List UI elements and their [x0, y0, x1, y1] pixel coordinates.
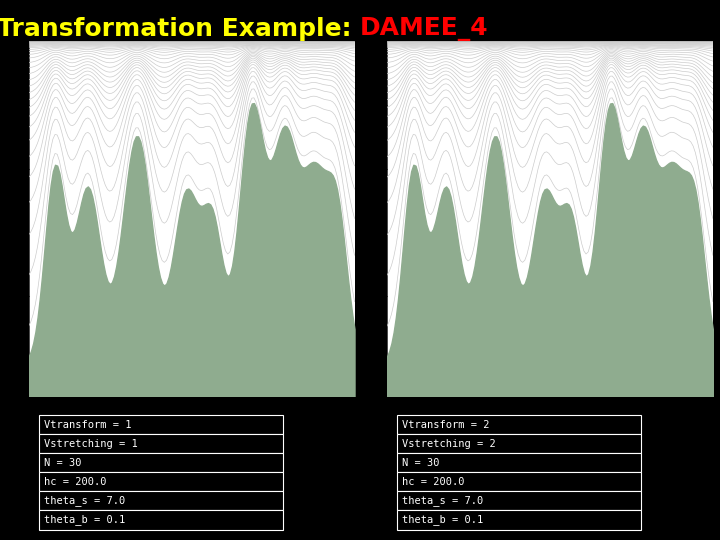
Title: Zeta (N-point) Cs-for ol = 1: 30: Zeta (N-point) Cs-for ol = 1: 30	[501, 33, 599, 39]
Text: Vtransform = 1: Vtransform = 1	[44, 420, 131, 430]
Text: N = 30: N = 30	[44, 458, 81, 468]
X-axis label: n-pts: n-pts	[543, 410, 557, 415]
Text: N = 30: N = 30	[402, 458, 439, 468]
Text: Vstretching = 2: Vstretching = 2	[402, 439, 495, 449]
Text: hc = 200.0: hc = 200.0	[402, 477, 464, 487]
Text: hc = 200.0: hc = 200.0	[44, 477, 106, 487]
Text: theta_b = 0.1: theta_b = 0.1	[44, 515, 125, 525]
Text: DAMEE_4: DAMEE_4	[360, 17, 489, 41]
X-axis label: n-pts: n-pts	[184, 410, 199, 415]
Text: Vstretching = 1: Vstretching = 1	[44, 439, 138, 449]
Title: Zeta (N-point) Cs-for ol = 1: 30: Zeta (N-point) Cs-for ol = 1: 30	[143, 33, 240, 39]
Y-axis label: depth (m): depth (m)	[0, 204, 1, 232]
Text: theta_s = 7.0: theta_s = 7.0	[402, 496, 483, 507]
Text: theta_s = 7.0: theta_s = 7.0	[44, 496, 125, 507]
Text: Vtransform = 2: Vtransform = 2	[402, 420, 490, 430]
Text: theta_b = 0.1: theta_b = 0.1	[402, 515, 483, 525]
Text: Vertical Transformation Example:: Vertical Transformation Example:	[0, 17, 360, 41]
